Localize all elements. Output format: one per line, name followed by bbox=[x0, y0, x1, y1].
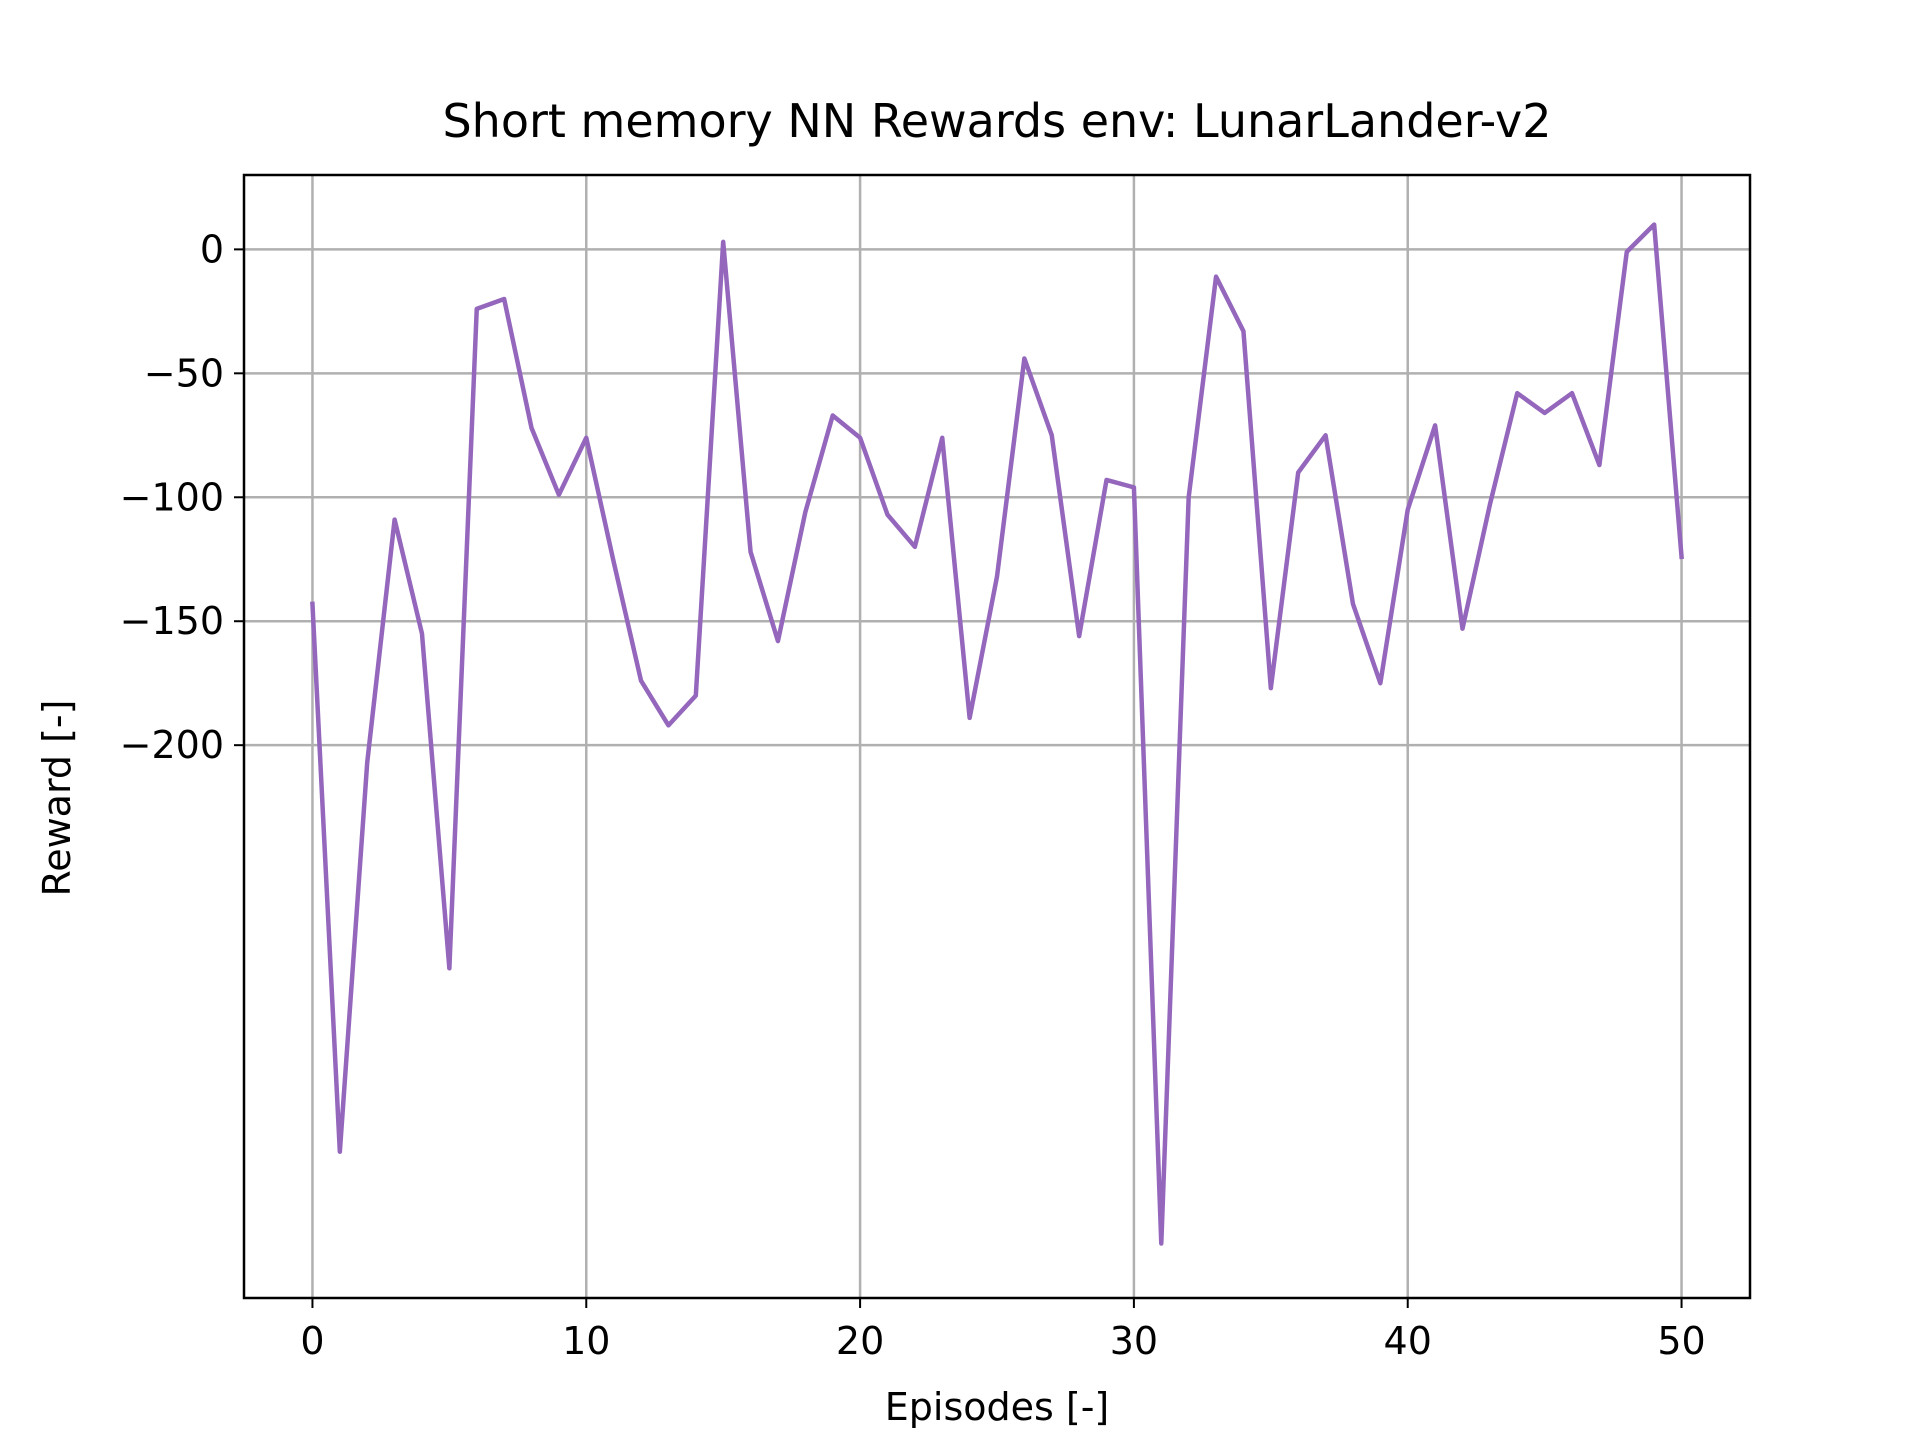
x-tick-label: 50 bbox=[1657, 1319, 1705, 1363]
x-axis-label: Episodes [-] bbox=[885, 1385, 1109, 1429]
chart-title: Short memory NN Rewards env: LunarLander… bbox=[442, 94, 1551, 148]
y-gridlines bbox=[244, 248, 1750, 747]
x-tick-label: 40 bbox=[1384, 1319, 1432, 1363]
y-tick-label: −50 bbox=[144, 351, 224, 395]
plot-frame bbox=[242, 173, 1752, 1300]
y-tick-label: −200 bbox=[120, 723, 224, 767]
y-tick-label: −100 bbox=[120, 475, 224, 519]
x-gridlines bbox=[311, 175, 1683, 1298]
x-tick-label: 10 bbox=[562, 1319, 610, 1363]
y-tick-label: −150 bbox=[120, 599, 224, 643]
x-tick-label: 0 bbox=[300, 1319, 324, 1363]
x-axis-ticks: 0 10 20 30 40 50 bbox=[300, 1298, 1706, 1363]
reward-series-line bbox=[310, 222, 1684, 1246]
y-tick-label: 0 bbox=[200, 227, 224, 271]
series-layer bbox=[310, 222, 1684, 1246]
y-axis-label: Reward [-] bbox=[35, 700, 79, 897]
x-tick-label: 20 bbox=[836, 1319, 884, 1363]
y-axis-ticks: 0 −50 −100 −150 −200 bbox=[120, 227, 244, 767]
x-tick-label: 30 bbox=[1110, 1319, 1158, 1363]
